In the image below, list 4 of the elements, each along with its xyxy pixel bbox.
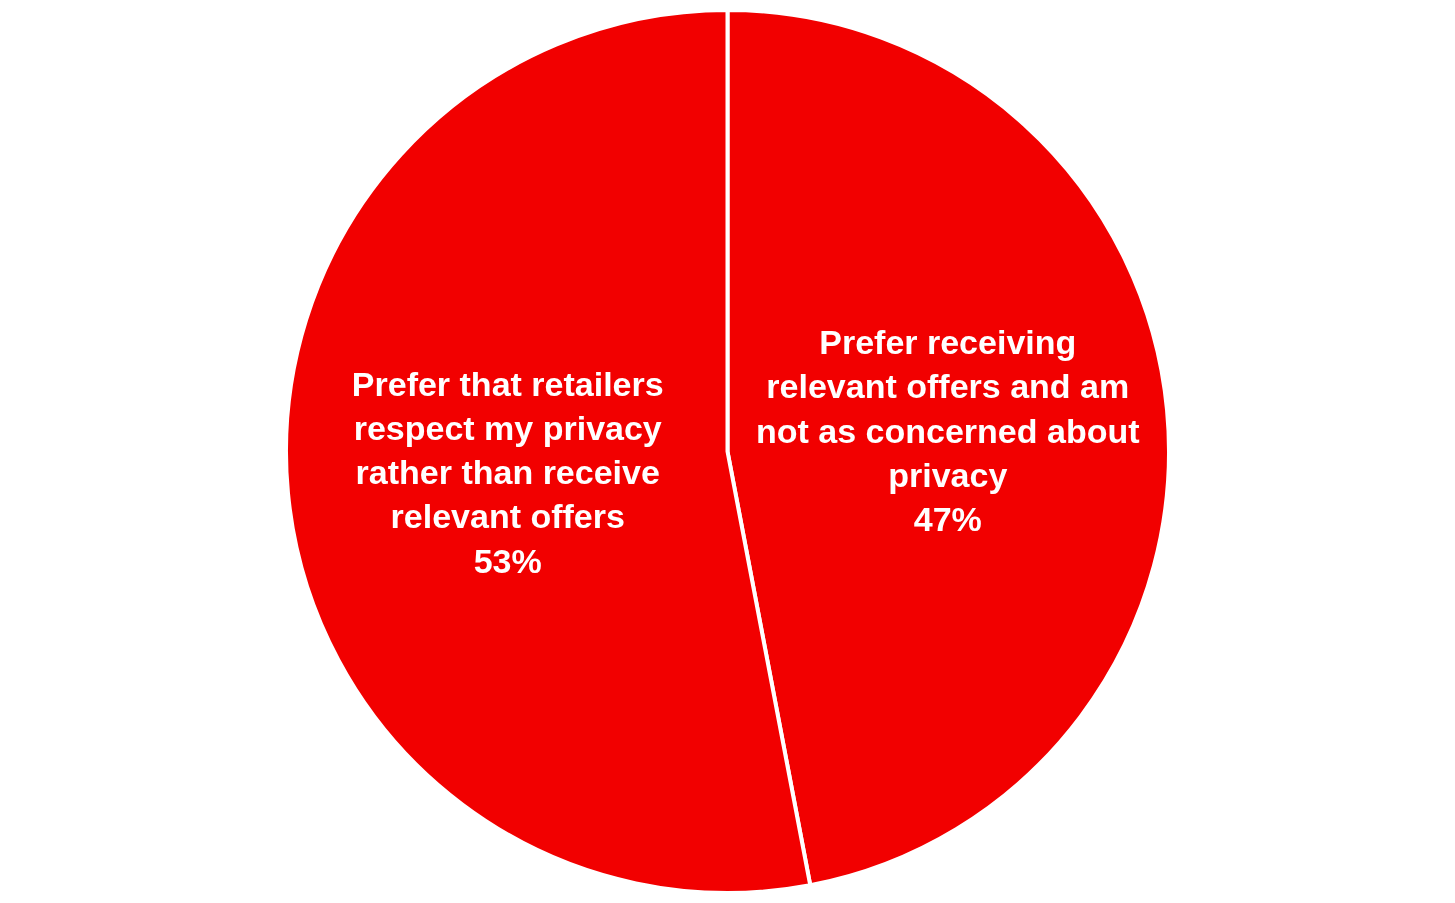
slice-label: Prefer that retailers respect my privacy rather than receive relevant offers [351,364,664,536]
slice-label: Prefer receiving relevant offers and am not as concerned about privacy [756,323,1140,494]
data-label: 53% [473,541,542,580]
data-label: 47% [913,500,982,539]
